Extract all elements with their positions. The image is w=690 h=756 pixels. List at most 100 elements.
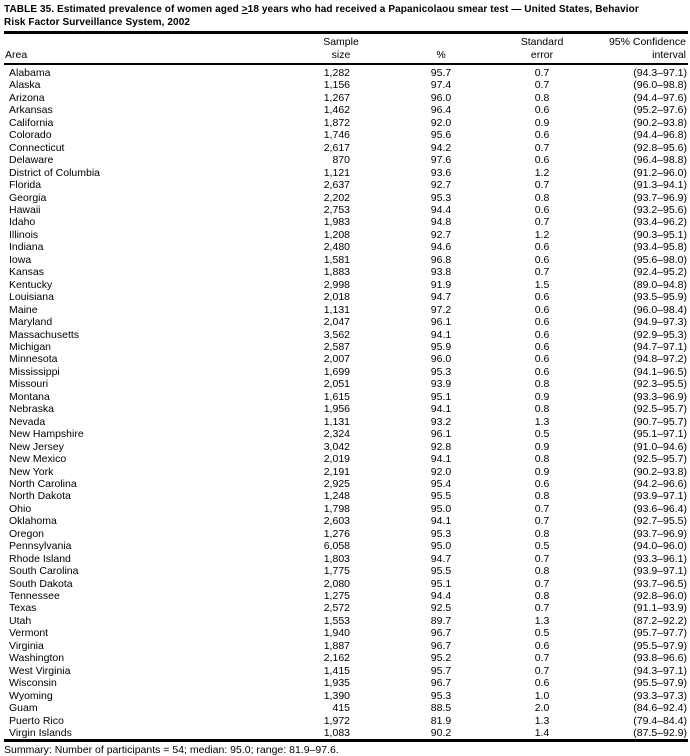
table-row: Georgia 2,202 95.3 0.8 (93.7–96.9) [4, 192, 688, 204]
table-row: Oregon 1,276 95.3 0.8 (93.7–96.9) [4, 528, 688, 540]
table-row: Minnesota 2,007 96.0 0.6 (94.8–97.2) [4, 353, 688, 365]
area-cell: Tennessee [9, 590, 60, 603]
title-text-part1: TABLE 35. Estimated prevalence of women … [4, 4, 242, 15]
area-cell: Hawaii [9, 203, 41, 216]
area-cell: New Mexico [9, 453, 67, 466]
std-error-cell: 0.9 [534, 116, 550, 129]
sample-size-cell: 1,699 [323, 365, 350, 378]
std-error-cell: 0.6 [534, 316, 550, 329]
ci-cell: (94.3–97.1) [633, 664, 687, 677]
ci-cell: (93.3–97.3) [633, 689, 687, 702]
table-row: Hawaii 2,753 94.4 0.6 (93.2–95.6) [4, 204, 688, 216]
sample-size-cell: 2,202 [323, 191, 350, 204]
area-cell: Arkansas [9, 104, 53, 117]
sample-size-cell: 1,553 [323, 614, 350, 627]
std-error-cell: 0.8 [534, 590, 550, 603]
std-error-cell: 0.8 [534, 565, 550, 578]
percent-cell: 96.4 [430, 104, 452, 117]
sample-size-cell: 2,637 [323, 179, 350, 192]
col-header-confidence-interval: 95% Confidence interval [568, 32, 688, 65]
area-cell: Washington [9, 652, 65, 665]
std-error-cell: 0.6 [534, 154, 550, 167]
sample-size-cell: 2,191 [323, 465, 350, 478]
std-error-cell: 0.7 [534, 602, 550, 615]
std-error-cell: 1.0 [534, 689, 550, 702]
table-row: Delaware 870 97.6 0.6 (96.4–98.8) [4, 154, 688, 166]
percent-cell: 95.2 [430, 652, 452, 665]
table-row: Montana 1,615 95.1 0.9 (93.3–96.9) [4, 391, 688, 403]
title-line-1: TABLE 35. Estimated prevalence of women … [4, 3, 688, 16]
ci-cell: (94.0–96.0) [633, 540, 687, 553]
sample-size-cell: 2,051 [323, 378, 350, 391]
sample-size-cell: 2,925 [323, 477, 350, 490]
sample-size-cell: 1,581 [323, 253, 350, 266]
percent-cell: 92.5 [430, 602, 452, 615]
sample-size-cell: 1,803 [323, 552, 350, 565]
table-row: Indiana 2,480 94.6 0.6 (93.4–95.8) [4, 241, 688, 253]
header-row: Area Sample size % Standard error 95% Co… [4, 32, 688, 65]
std-error-cell: 0.6 [534, 253, 550, 266]
table-row: Vermont 1,940 96.7 0.5 (95.7–97.7) [4, 627, 688, 639]
sample-size-cell: 2,324 [323, 428, 350, 441]
area-cell: Maine [9, 303, 38, 316]
percent-cell: 95.4 [430, 477, 452, 490]
ci-cell: (92.7–95.5) [633, 515, 687, 528]
area-cell: Puerto Rico [9, 714, 64, 727]
area-cell: Michigan [9, 340, 52, 353]
std-error-cell: 0.7 [534, 67, 550, 79]
area-cell: North Carolina [9, 477, 77, 490]
std-error-cell: 0.7 [534, 266, 550, 279]
std-error-cell: 1.5 [534, 278, 550, 291]
area-cell: South Carolina [9, 565, 79, 578]
std-error-cell: 0.7 [534, 552, 550, 565]
ci-cell: (84.6–92.4) [633, 702, 687, 715]
table-row: Louisiana 2,018 94.7 0.6 (93.5–95.9) [4, 291, 688, 303]
sample-size-cell: 1,798 [323, 502, 350, 515]
sample-size-cell: 870 [332, 154, 350, 167]
area-cell: Minnesota [9, 353, 58, 366]
std-error-cell: 0.9 [534, 465, 550, 478]
percent-cell: 94.8 [430, 216, 452, 229]
ci-cell: (94.4–97.6) [633, 91, 687, 104]
table-row: Idaho 1,983 94.8 0.7 (93.4–96.2) [4, 216, 688, 228]
table-row: Puerto Rico 1,972 81.9 1.3 (79.4–84.4) [4, 715, 688, 727]
sample-size-cell: 2,018 [323, 291, 350, 304]
std-error-cell: 0.9 [534, 440, 550, 453]
percent-cell: 96.0 [430, 91, 452, 104]
percent-cell: 93.2 [430, 415, 452, 428]
sample-size-cell: 2,617 [323, 141, 350, 154]
ci-cell: (92.9–95.3) [633, 328, 687, 341]
area-cell: Nebraska [9, 403, 54, 416]
area-cell: New York [9, 465, 54, 478]
std-error-cell: 0.8 [534, 378, 550, 391]
table-row: South Dakota 2,080 95.1 0.7 (93.7–96.5) [4, 578, 688, 590]
ci-cell: (90.2–93.8) [633, 116, 687, 129]
percent-cell: 97.4 [430, 79, 452, 92]
area-cell: Colorado [9, 129, 52, 142]
percent-cell: 92.0 [430, 116, 452, 129]
std-error-cell: 0.6 [534, 639, 550, 652]
sample-size-cell: 2,080 [323, 577, 350, 590]
percent-cell: 91.9 [430, 278, 452, 291]
std-error-cell: 0.6 [534, 104, 550, 117]
sample-size-cell: 2,047 [323, 316, 350, 329]
table-row: North Dakota 1,248 95.5 0.8 (93.9–97.1) [4, 490, 688, 502]
percent-cell: 94.7 [430, 291, 452, 304]
percent-cell: 93.6 [430, 166, 452, 179]
table-row: Alabama 1,282 95.7 0.7 (94.3–97.1) [4, 64, 688, 79]
std-error-cell: 0.8 [534, 527, 550, 540]
ci-cell: (96.4–98.8) [633, 154, 687, 167]
percent-cell: 88.5 [430, 702, 452, 715]
ci-cell: (94.1–96.5) [633, 365, 687, 378]
sample-size-cell: 1,615 [323, 390, 350, 403]
std-error-cell: 0.6 [534, 303, 550, 316]
percent-cell: 95.3 [430, 689, 452, 702]
area-cell: Mississippi [9, 365, 60, 378]
area-cell: Connecticut [9, 141, 65, 154]
std-error-cell: 0.6 [534, 477, 550, 490]
std-error-cell: 1.4 [534, 727, 550, 740]
table-row: Alaska 1,156 97.4 0.7 (96.0–98.8) [4, 79, 688, 91]
sample-size-cell: 2,587 [323, 340, 350, 353]
std-error-cell: 0.8 [534, 403, 550, 416]
percent-cell: 94.6 [430, 241, 452, 254]
